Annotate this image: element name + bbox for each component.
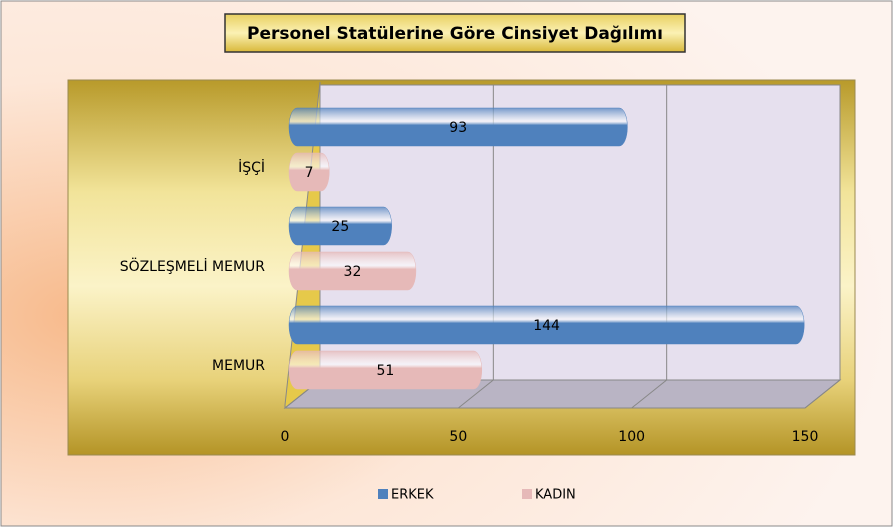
bar [288,251,417,291]
bar [288,107,628,147]
grid-line [804,85,841,409]
x-tick-label: 0 [281,429,290,445]
legend-swatch [522,489,532,499]
grid-line [631,85,668,409]
grid-line [458,85,494,409]
data-label: 7 [305,165,314,181]
x-tick-label: 150 [792,429,819,445]
y-tick-label: MEMUR [212,358,265,374]
y-tick-label: SÖZLEŞMELİ MEMUR [120,257,266,275]
chart-title: Personel Statülerine Göre Cinsiyet Dağıl… [247,24,663,44]
bar [288,305,805,345]
bar [288,152,330,192]
bar [288,350,483,390]
legend-label: KADIN [535,488,576,503]
x-tick-label: 100 [618,429,645,445]
data-label: 144 [533,318,560,334]
legend-swatch [378,489,388,499]
data-label: 32 [344,264,362,280]
x-tick-label: 50 [449,429,467,445]
bar [288,206,392,246]
data-label: 25 [331,219,349,235]
title-box [224,13,686,53]
legend-label: ERKEK [391,488,434,503]
y-tick-label: İŞÇİ [238,158,265,176]
data-label: 93 [449,120,467,136]
data-label: 51 [376,363,394,379]
